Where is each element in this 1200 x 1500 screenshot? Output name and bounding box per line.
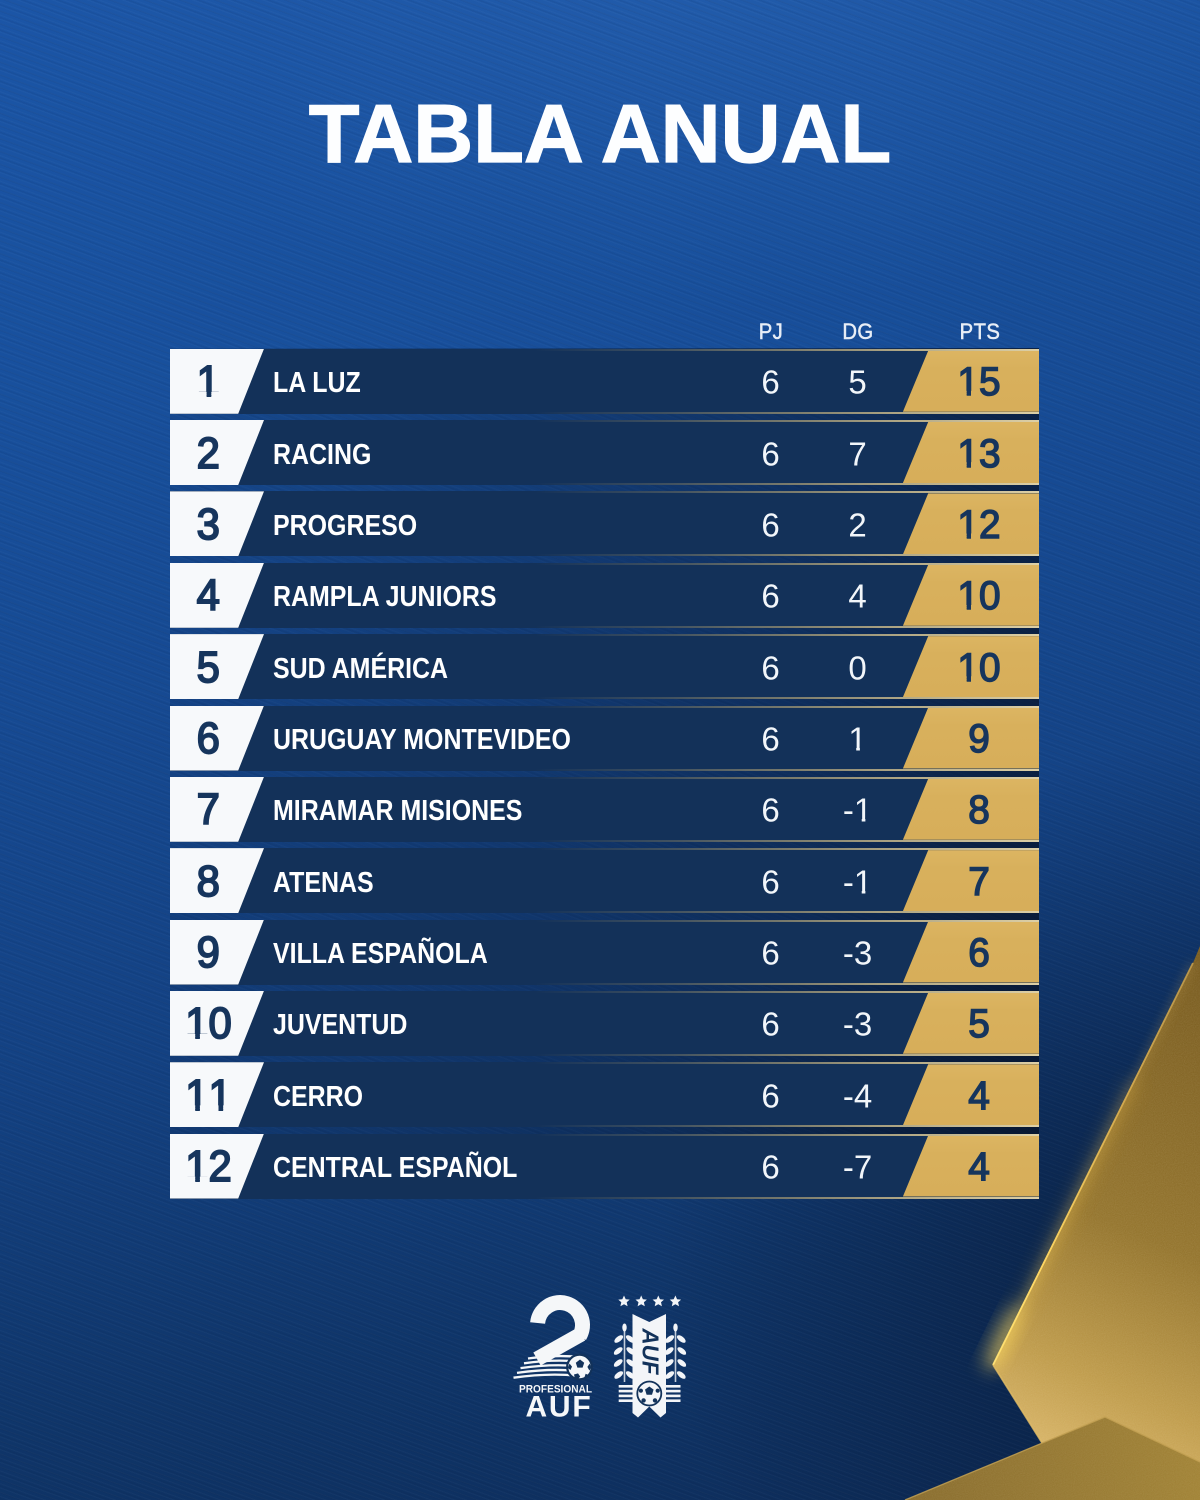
svg-text:AUF: AUF [638, 1328, 664, 1376]
svg-text:PROFESIONAL: PROFESIONAL [519, 1384, 593, 1396]
svg-text:AUF: AUF [525, 1391, 592, 1424]
